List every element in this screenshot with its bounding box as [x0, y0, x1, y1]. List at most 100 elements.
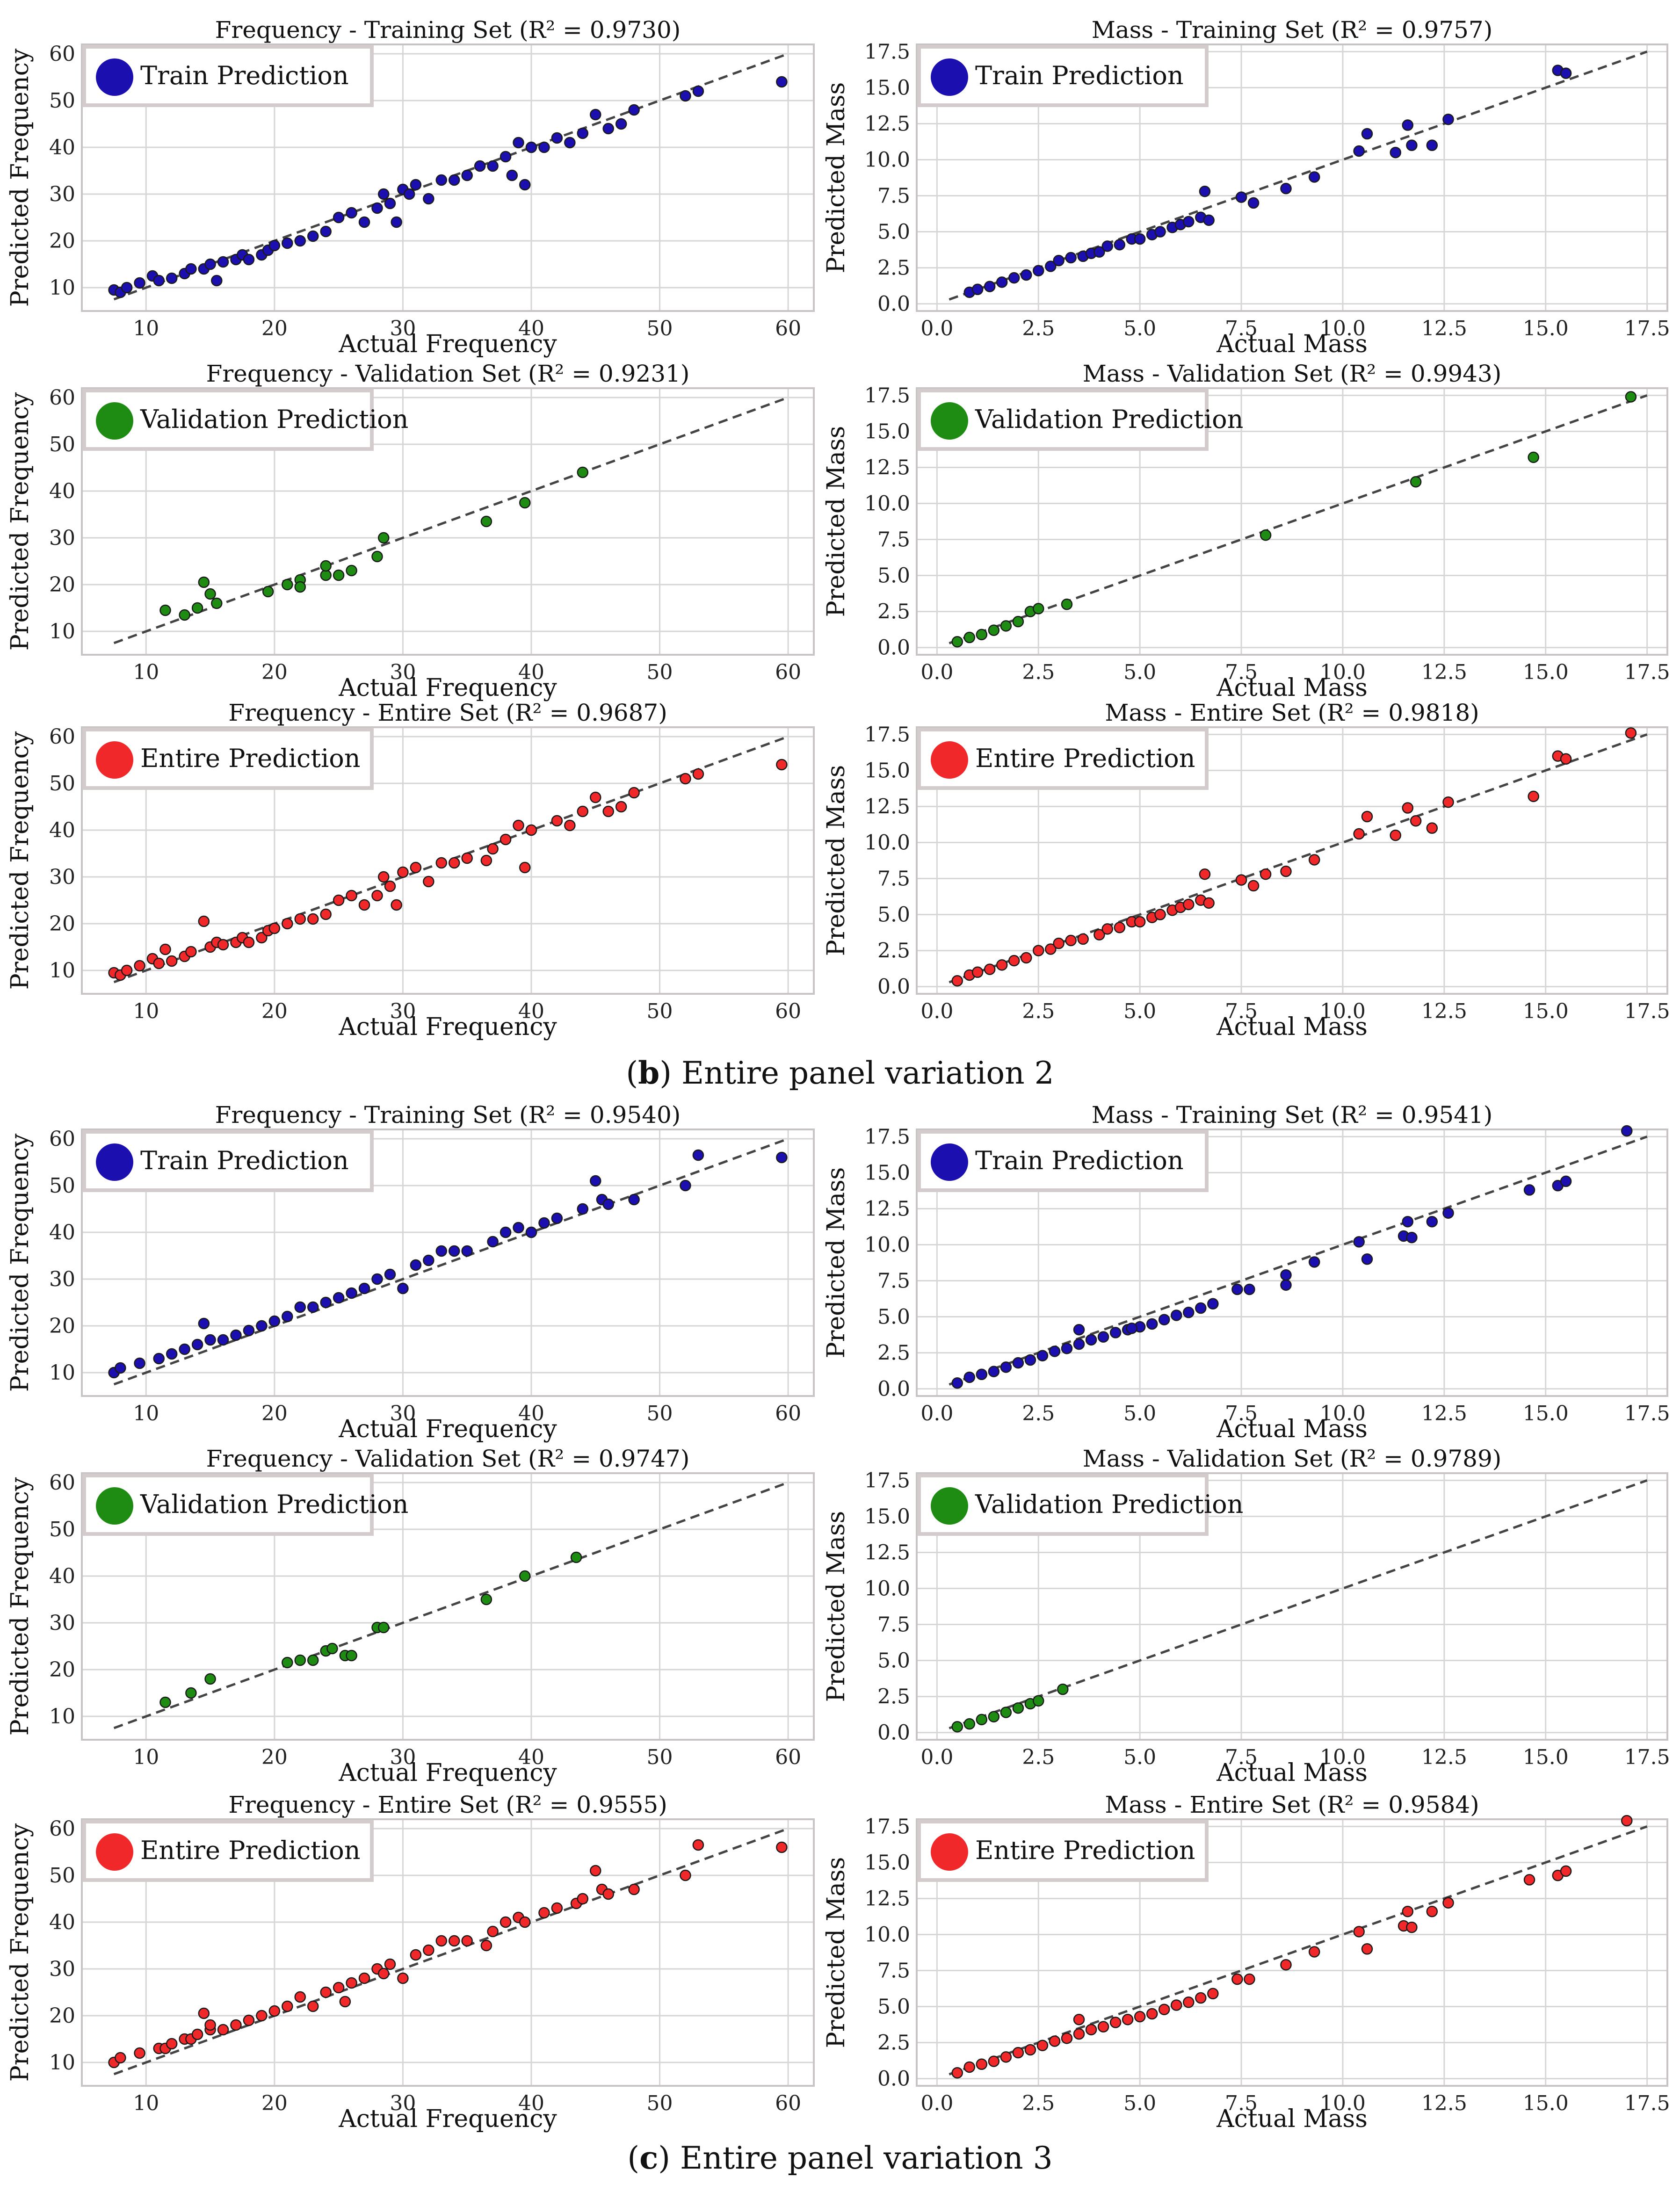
data-point: [1560, 753, 1572, 765]
y-tick-label: 10: [49, 1705, 75, 1729]
y-tick-label: 50: [49, 772, 75, 796]
data-point: [333, 1982, 345, 1994]
data-point: [1203, 897, 1215, 909]
data-point: [1012, 1702, 1024, 1714]
data-point: [1085, 2024, 1097, 2036]
data-point: [243, 1324, 255, 1337]
y-axis-label: Predicted Frequency: [6, 731, 34, 990]
x-tick-label: 17.5: [1624, 2091, 1670, 2115]
y-tick-label: 17.5: [864, 723, 910, 746]
x-tick-label: 2.5: [1022, 660, 1055, 684]
data-point: [121, 964, 133, 977]
y-tick-label: 50: [49, 1518, 75, 1541]
data-point: [988, 624, 1000, 636]
data-point: [358, 1972, 370, 1984]
data-point: [179, 1343, 190, 1355]
data-point: [984, 963, 996, 975]
data-point: [1101, 240, 1114, 252]
legend: Entire Prediction: [917, 1820, 1209, 1882]
data-point: [166, 2038, 178, 2050]
data-point: [1012, 1357, 1024, 1369]
data-point: [410, 1949, 422, 1961]
data-point: [346, 564, 357, 577]
legend-marker: [931, 1487, 968, 1525]
y-tick-label: 7.5: [877, 1613, 910, 1637]
x-tick-label: 0.0: [920, 999, 953, 1023]
data-point: [371, 550, 383, 563]
y-tick-label: 5.0: [877, 903, 910, 927]
y-tick-label: 15.0: [864, 420, 910, 443]
y-tick-label: 30: [49, 182, 75, 206]
data-point: [589, 791, 601, 803]
data-point: [1244, 1283, 1255, 1295]
data-point: [976, 1714, 988, 1726]
data-point: [1280, 1269, 1292, 1281]
data-point: [307, 230, 319, 242]
legend-label: Train Prediction: [140, 61, 349, 90]
data-point: [776, 1841, 788, 1853]
data-point: [204, 1334, 216, 1346]
y-tick-label: 0.0: [877, 636, 910, 660]
caption-c: (c) Entire panel variation 3: [627, 2140, 1053, 2176]
data-point: [358, 216, 370, 228]
x-axis-label: Actual Frequency: [338, 1415, 557, 1443]
legend-label: Validation Prediction: [140, 1490, 408, 1519]
legend: Entire Prediction: [917, 728, 1209, 790]
plot-frame: [81, 43, 815, 312]
chart-title: Mass - Entire Set (R² = 0.9584): [1105, 1791, 1479, 1818]
data-point: [680, 773, 691, 785]
data-point: [1523, 1184, 1535, 1196]
chart-title: Frequency - Training Set (R² = 0.9730): [215, 16, 681, 43]
x-tick-label: 7.5: [1225, 999, 1258, 1023]
legend-marker: [96, 1487, 133, 1525]
data-point: [1280, 1279, 1292, 1291]
data-point: [423, 1944, 434, 1956]
data-point: [204, 588, 216, 600]
chart-c-freq-train: 10 20 30 40 50 60 10 20 30 40 50 60 Frequency - Trai…: [6, 1101, 815, 1443]
data-point: [217, 1334, 229, 1346]
data-point: [615, 118, 627, 130]
data-point: [1207, 1988, 1219, 2000]
data-point: [410, 179, 422, 191]
plot-frame: [916, 726, 1668, 995]
x-tick-label: 40: [518, 1402, 544, 1425]
data-point: [1033, 265, 1044, 276]
data-point: [1195, 1992, 1207, 2004]
data-point: [243, 253, 255, 266]
data-point: [951, 975, 963, 987]
x-tick-label: 10.0: [1320, 1402, 1366, 1425]
data-point: [1097, 2021, 1109, 2033]
x-axis-label: Actual Mass: [1216, 1759, 1368, 1787]
x-tick-label: 2.5: [1022, 2091, 1055, 2115]
data-point: [1134, 916, 1146, 928]
data-point: [474, 160, 486, 172]
data-point: [1134, 2011, 1146, 2023]
data-point: [1402, 802, 1414, 814]
x-tick-label: 20: [261, 999, 288, 1023]
data-point: [480, 515, 492, 528]
data-point: [1033, 603, 1044, 615]
data-point: [1170, 1309, 1182, 1321]
data-point: [217, 256, 229, 268]
x-tick-label: 0.0: [920, 660, 953, 684]
x-tick-label: 12.5: [1421, 2091, 1467, 2115]
data-point: [1020, 269, 1032, 281]
data-point: [680, 1179, 691, 1192]
y-tick-label: 30: [49, 1611, 75, 1635]
y-tick-label: 40: [49, 1564, 75, 1588]
data-point: [1426, 1215, 1438, 1228]
y-tick-label: 60: [49, 1817, 75, 1841]
y-tick-label: 40: [49, 479, 75, 503]
chart-title: Frequency - Training Set (R² = 0.9540): [215, 1101, 681, 1128]
data-point: [500, 1916, 512, 1928]
data-point: [963, 631, 976, 644]
x-tick-label: 7.5: [1225, 1402, 1258, 1425]
data-point: [1012, 2047, 1024, 2059]
chart-title: Mass - Training Set (R² = 0.9757): [1092, 16, 1493, 43]
y-tick-label: 40: [49, 136, 75, 159]
data-point: [435, 1935, 448, 1947]
data-point: [776, 76, 788, 88]
data-point: [198, 915, 210, 927]
data-point: [1390, 146, 1401, 159]
x-tick-label: 5.0: [1123, 317, 1156, 340]
